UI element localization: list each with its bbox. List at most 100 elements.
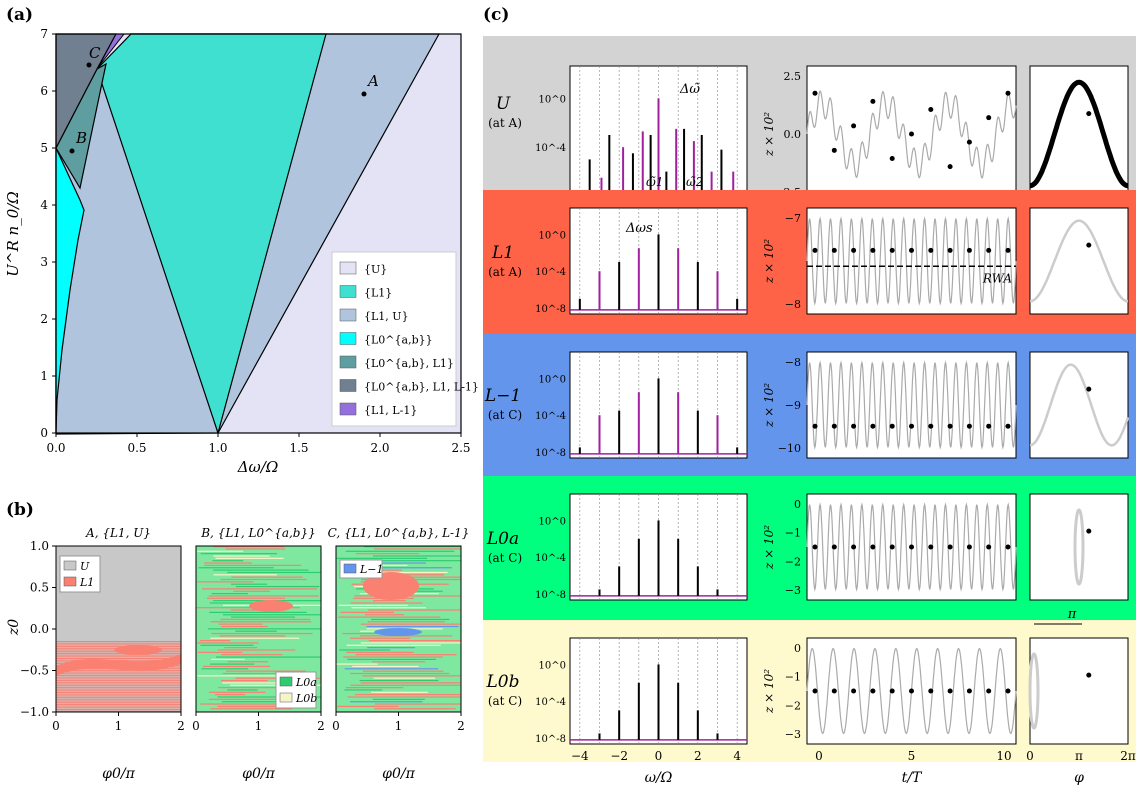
row-name: L0b [486,672,520,692]
basin-stripe [371,618,450,621]
y-tick-label: 3 [40,255,48,269]
time-xtick-label: 10 [996,749,1011,763]
timeseries-line [806,216,1017,306]
phase-frame [1029,207,1129,315]
legend-label: {L0^{a,b}, L1, L-1} [364,381,479,394]
basin-stripe [366,625,459,628]
basin-stripe [227,661,268,663]
basin-L1-stripe [56,676,181,678]
basin-stripe [231,576,303,578]
x-tick-label: 1 [115,719,123,733]
basin-L1-stripe [56,675,181,676]
x-tick-label: 2 [457,719,465,733]
basin-stripe [360,682,461,684]
z-ylabel: z × 10² [762,239,776,284]
basin-stripe [210,637,300,639]
basin-stripe [201,668,249,670]
phase-dot [1086,111,1092,117]
basin-stripe [354,694,461,696]
timeseries-dot [966,247,972,253]
timeseries-dot [812,688,818,694]
point-A-label: A [366,72,379,90]
phase-dot [1086,528,1092,534]
x-tick-label: 1.5 [289,441,308,455]
y-tick-label: −0.5 [20,664,49,678]
timeseries-dot [1005,90,1011,96]
legend-label-Lm1: L−1 [359,563,384,576]
timeseries-dot [928,423,934,429]
legend-label: {U} [364,263,387,276]
basin-stripe [196,642,259,644]
basin-stripe [372,698,425,700]
z-ytick-label: −9 [785,399,801,412]
timeseries-dot [870,544,876,550]
timeseries-dot [851,544,857,550]
z-ytick-label: 0 [794,642,801,655]
legend-swatch-U [63,560,77,571]
basin-stripe [344,689,383,691]
legend-swatch [339,332,357,345]
panel-a-xticks: 0.0 0.5 1.0 1.5 2.0 2.5 [46,433,471,455]
basin-stripe [336,557,428,559]
spectrum-xtick-label: −2 [610,749,628,763]
basin-L1-stripe [56,654,181,656]
z-ytick-label: 0 [794,498,801,511]
y-tick-label: 4 [40,198,48,212]
basin-stripe [355,553,420,555]
point-C-label: C [89,44,101,62]
basin-stripe [208,698,305,700]
time-xlabel: t/T [902,770,923,786]
time-xtick-label: 0 [815,749,823,763]
z-ytick-label: −2 [785,699,801,712]
row-name: L0a [486,529,519,549]
timeseries-dot [909,544,914,550]
basin-L1-stripe [56,658,181,659]
basin-stripe [209,602,281,604]
z-ylabel: z × 10² [762,112,776,157]
basin-L1-stripe [56,700,181,702]
basin-stripe [339,649,391,651]
row-site: (at A) [488,265,522,279]
basin-stripe [207,628,321,630]
timeseries-dot [986,423,992,429]
basin-stripe [337,705,399,707]
phase-xlabel: φ [1074,770,1084,786]
z-ytick-label: 0.0 [784,128,802,141]
basin-L1-stripe [56,642,181,644]
basin-L1-stripe [56,702,181,704]
timeseries-dot [986,544,992,550]
basin-L1-swirl [56,654,181,676]
spectrum-ytick-label: 10^-8 [535,304,566,315]
spectrum-xlabel: ω/Ω [645,770,673,786]
timeseries-dot [928,107,934,113]
y-tick-label: −1.0 [20,705,49,719]
timeseries-dot [947,164,953,170]
phase-curve [1029,363,1130,447]
legend-label: {L1, U} [364,310,409,323]
basin-stripe [221,701,297,703]
timeseries-dot [909,131,914,137]
basin-stripe [368,640,461,642]
basin-stripe [206,597,286,599]
basin-L1-stripe [56,710,181,712]
basin-title: A, {L1, U} [85,526,151,540]
legend-swatch [339,261,357,275]
basin-stripe [199,640,231,642]
x-tick-label: 0 [192,719,200,733]
spectrum-ytick-label: 10^-8 [535,448,566,459]
basin-stripe [225,670,306,672]
basin-L1-stripe [56,683,181,685]
timeseries-dot [870,423,876,429]
timeseries-dot [947,247,953,253]
basin-L1-stripe [56,685,181,687]
basin-stripe [212,560,244,562]
row-site: (at C) [488,694,522,708]
basin-stripe [352,665,419,668]
basin-stripe [216,656,321,658]
basin-stripe [360,623,461,625]
phase-xtick-label: 0 [1026,749,1034,763]
basin-stripe [367,621,445,623]
panel-c-label: (c) [483,5,509,25]
basin-L1-stripe [56,693,181,695]
panel-a-ylabel: U^R n_0/Ω [4,191,22,276]
